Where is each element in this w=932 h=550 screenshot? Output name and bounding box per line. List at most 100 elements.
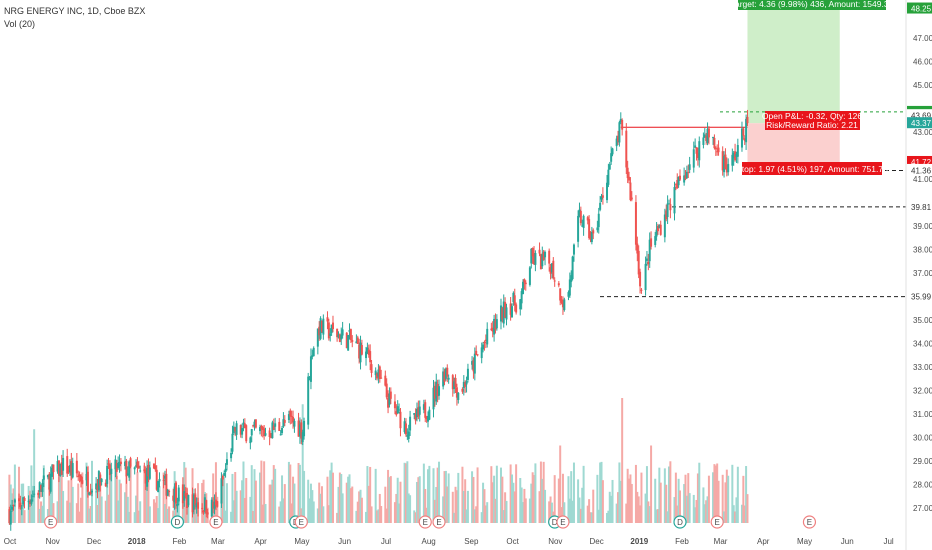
volume-bar [261, 504, 264, 523]
candle-body [716, 151, 719, 153]
volume-bar [242, 461, 245, 523]
volume-bar [495, 465, 498, 523]
volume-bar [13, 464, 16, 523]
x-tick-label: Dec [87, 537, 101, 546]
candle-body [152, 463, 155, 469]
volume-bar [259, 472, 261, 523]
volume-bar [505, 500, 508, 523]
volume-bar [588, 499, 591, 523]
volume-bar [154, 502, 157, 523]
volume-bar [600, 461, 603, 523]
volume-bar [550, 502, 553, 523]
chart-header: NRG ENERGY INC, 1D, Cboe BZX Vol (20) [4, 5, 145, 31]
price-tag-bg [906, 163, 932, 176]
candle-body [303, 420, 306, 437]
candle-body [366, 347, 369, 354]
candle-body [162, 479, 165, 481]
x-tick-label: May [294, 537, 309, 546]
volume-bar [424, 488, 427, 523]
volume-bar [42, 465, 45, 523]
candle-body [347, 334, 350, 351]
volume-bar [326, 476, 329, 523]
volume-bar [696, 473, 699, 523]
volume-bar [626, 468, 629, 523]
volume-bar [360, 497, 363, 523]
y-tick-label: 33.00 [913, 363, 932, 372]
candle-body [548, 250, 551, 264]
candle-body [476, 354, 479, 356]
candle-body [213, 501, 216, 509]
candle-body [471, 361, 474, 365]
candle-body [407, 431, 410, 439]
candle-body [108, 464, 111, 476]
volume-bar [504, 492, 507, 523]
volume-bar [549, 496, 552, 523]
candle-body [175, 482, 177, 504]
candle-body [404, 423, 407, 435]
candle-body [617, 135, 620, 142]
candle-body [567, 292, 570, 297]
candle-body [96, 485, 99, 491]
candle-body [129, 458, 132, 467]
candle-body [88, 492, 91, 495]
price-tag: 43.37 [907, 117, 932, 129]
candle-body [466, 368, 469, 380]
candle-body [455, 387, 458, 398]
volume-bar [157, 508, 160, 523]
volume-bar [384, 486, 387, 523]
candle-body [319, 318, 322, 339]
candle-body [320, 320, 323, 332]
candle-body [462, 381, 465, 389]
candle-body [586, 217, 589, 221]
volume-bar [23, 510, 26, 523]
candle-body [378, 366, 381, 379]
marker-circle [802, 515, 817, 529]
candle-body [298, 424, 301, 437]
volume-bar [721, 474, 724, 523]
price-tag-bg [907, 2, 932, 14]
volume-bar [70, 467, 73, 523]
stop-label-bg [742, 162, 882, 175]
x-tick-label: Mar [714, 537, 728, 546]
volume-bar [216, 496, 219, 523]
volume-bar [19, 504, 22, 523]
candle-body [568, 279, 571, 296]
volume-bar [128, 511, 131, 523]
candle-body [457, 392, 460, 400]
marker-circle [673, 515, 687, 529]
candle-body [634, 202, 637, 245]
volume-bar [388, 477, 391, 523]
volume-indicator-label[interactable]: Vol (20) [4, 19, 36, 29]
volume-bar [581, 487, 584, 523]
volume-bar [422, 463, 425, 523]
volume-bar [446, 486, 449, 523]
price-tag-text: 39.81 [911, 203, 932, 212]
volume-bar [539, 461, 542, 523]
candle-body [698, 141, 701, 161]
candle-body [214, 499, 217, 506]
candle-body [454, 377, 457, 388]
volume-bar [745, 466, 748, 523]
candle-body [19, 502, 22, 507]
volume-bar [107, 494, 110, 523]
volume-bar [413, 510, 416, 523]
volume-bar [427, 469, 429, 523]
candle-body [725, 164, 728, 173]
candle-body [293, 420, 296, 427]
volume-bar [202, 479, 205, 523]
volume-bar [347, 476, 350, 523]
stop-label: Stop: 1.97 (4.51%) 197, Amount: 751.78 [736, 162, 888, 175]
candle-body [356, 337, 359, 344]
candle-body [673, 187, 676, 214]
volume-bar [297, 462, 300, 523]
candle-body [702, 137, 705, 145]
candle-body [197, 502, 200, 509]
volume-bar [125, 469, 128, 523]
candle-body [268, 430, 271, 438]
x-tick-label: Apr [757, 537, 770, 546]
candle-body [338, 334, 341, 342]
dividend-marker-icon: D [170, 515, 184, 529]
symbol-title[interactable]: NRG ENERGY INC, 1D, Cboe BZX [4, 6, 146, 16]
volume-bar [656, 509, 659, 523]
